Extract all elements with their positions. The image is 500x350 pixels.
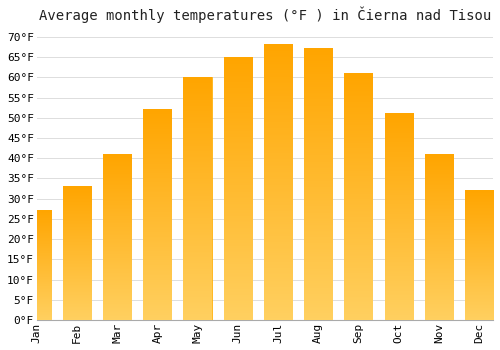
Bar [184,77,212,320]
Bar [384,114,412,320]
Bar [344,73,372,320]
Bar [424,154,453,320]
Bar [22,211,51,320]
Bar [63,187,91,320]
Bar [465,191,493,320]
Bar [304,49,332,320]
Bar [103,154,131,320]
Title: Average monthly temperatures (°F ) in Čierna nad Tisou: Average monthly temperatures (°F ) in Či… [39,7,491,23]
Bar [264,45,292,320]
Bar [224,57,252,320]
Bar [144,110,172,320]
